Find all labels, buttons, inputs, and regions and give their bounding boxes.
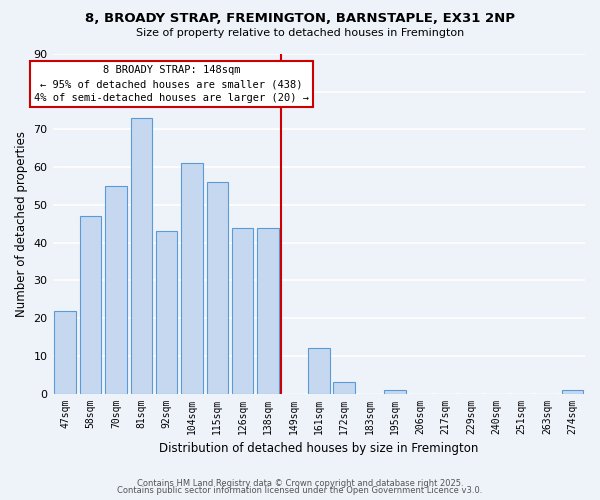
Bar xyxy=(334,382,355,394)
Bar xyxy=(181,164,203,394)
Y-axis label: Number of detached properties: Number of detached properties xyxy=(15,131,28,317)
Bar xyxy=(55,310,76,394)
Bar xyxy=(257,228,279,394)
Bar xyxy=(562,390,583,394)
Text: Contains HM Land Registry data © Crown copyright and database right 2025.: Contains HM Land Registry data © Crown c… xyxy=(137,478,463,488)
Bar xyxy=(131,118,152,394)
Bar xyxy=(156,232,178,394)
X-axis label: Distribution of detached houses by size in Fremington: Distribution of detached houses by size … xyxy=(159,442,478,455)
Text: Size of property relative to detached houses in Fremington: Size of property relative to detached ho… xyxy=(136,28,464,38)
Bar xyxy=(232,228,253,394)
Bar xyxy=(384,390,406,394)
Text: Contains public sector information licensed under the Open Government Licence v3: Contains public sector information licen… xyxy=(118,486,482,495)
Bar xyxy=(308,348,329,394)
Bar xyxy=(206,182,228,394)
Bar xyxy=(105,186,127,394)
Text: 8 BROADY STRAP: 148sqm
← 95% of detached houses are smaller (438)
4% of semi-det: 8 BROADY STRAP: 148sqm ← 95% of detached… xyxy=(34,66,309,104)
Bar xyxy=(80,216,101,394)
Text: 8, BROADY STRAP, FREMINGTON, BARNSTAPLE, EX31 2NP: 8, BROADY STRAP, FREMINGTON, BARNSTAPLE,… xyxy=(85,12,515,26)
